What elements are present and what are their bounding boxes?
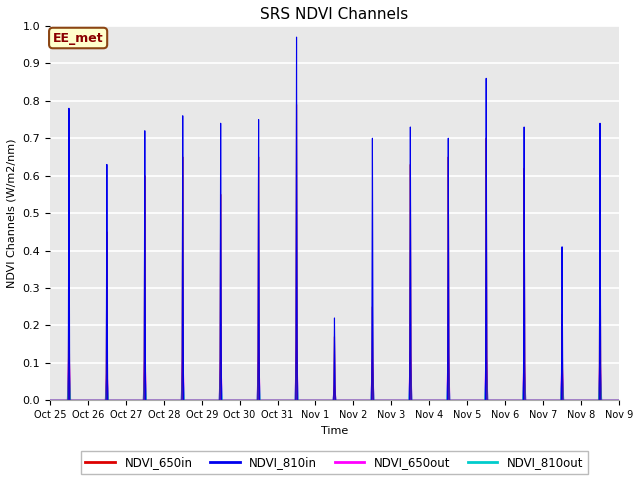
Line: NDVI_810out: NDVI_810out: [50, 352, 619, 400]
NDVI_650in: [292, 102, 300, 108]
NDVI_650in: [615, 397, 623, 403]
NDVI_650out: [409, 397, 417, 403]
X-axis label: Time: Time: [321, 426, 348, 436]
NDVI_650in: [556, 397, 564, 403]
Y-axis label: NDVI Channels (W/m2/nm): NDVI Channels (W/m2/nm): [7, 138, 17, 288]
NDVI_810out: [409, 397, 417, 403]
Line: NDVI_650out: NDVI_650out: [50, 340, 619, 400]
NDVI_810out: [615, 397, 623, 403]
NDVI_650in: [302, 397, 310, 403]
NDVI_650out: [615, 397, 623, 403]
Line: NDVI_810in: NDVI_810in: [50, 37, 619, 400]
NDVI_810out: [614, 397, 621, 403]
NDVI_810in: [615, 397, 623, 403]
NDVI_810out: [541, 397, 548, 403]
NDVI_810in: [302, 397, 310, 403]
NDVI_650out: [46, 397, 54, 403]
NDVI_810in: [46, 397, 54, 403]
NDVI_650out: [607, 397, 615, 403]
NDVI_650out: [541, 397, 548, 403]
NDVI_650in: [607, 397, 615, 403]
Line: NDVI_650in: NDVI_650in: [50, 105, 619, 400]
NDVI_810out: [292, 349, 300, 355]
Text: EE_met: EE_met: [53, 32, 104, 45]
NDVI_650out: [614, 397, 621, 403]
NDVI_650out: [302, 397, 310, 403]
NDVI_650in: [409, 397, 417, 403]
Title: SRS NDVI Channels: SRS NDVI Channels: [260, 7, 408, 22]
NDVI_650in: [46, 397, 54, 403]
NDVI_810out: [302, 397, 310, 403]
NDVI_810in: [292, 34, 300, 40]
NDVI_810in: [541, 397, 548, 403]
Legend: NDVI_650in, NDVI_810in, NDVI_650out, NDVI_810out: NDVI_650in, NDVI_810in, NDVI_650out, NDV…: [81, 451, 588, 474]
NDVI_810in: [409, 397, 417, 403]
NDVI_650in: [541, 397, 548, 403]
NDVI_810in: [614, 397, 621, 403]
NDVI_810in: [556, 397, 564, 403]
NDVI_810out: [556, 397, 564, 403]
NDVI_650out: [292, 337, 300, 343]
NDVI_650out: [556, 397, 564, 403]
NDVI_810out: [607, 397, 615, 403]
NDVI_650in: [614, 397, 621, 403]
NDVI_810out: [46, 397, 54, 403]
NDVI_810in: [607, 397, 615, 403]
